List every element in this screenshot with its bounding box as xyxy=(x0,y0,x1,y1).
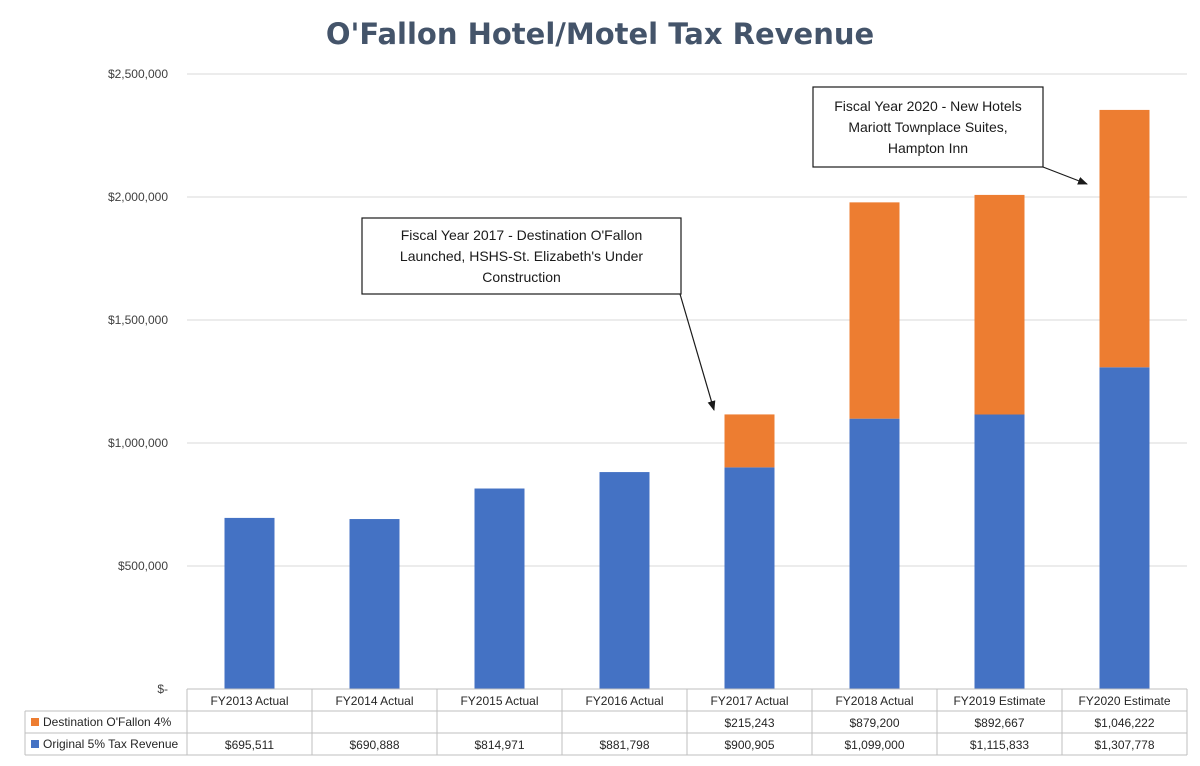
data-value: $900,905 xyxy=(724,738,774,752)
category-label: FY2015 Actual xyxy=(460,694,538,708)
data-value: $690,888 xyxy=(349,738,399,752)
bar-original-tax xyxy=(849,418,900,689)
legend-swatch xyxy=(31,740,39,748)
category-label: FY2020 Estimate xyxy=(1078,694,1170,708)
bar-original-tax xyxy=(599,472,650,689)
data-value: $814,971 xyxy=(474,738,524,752)
data-value: $1,099,000 xyxy=(844,738,904,752)
data-table: FY2013 Actual FY2014 Actual FY2015 Actual F… xyxy=(24,688,1188,756)
bar-original-tax xyxy=(349,519,400,689)
annotation-arrow xyxy=(1042,166,1088,185)
bars xyxy=(224,109,1150,689)
bar-original-tax xyxy=(224,517,275,689)
annotation-text: Fiscal Year 2017 - Destination O'Fallon xyxy=(401,227,643,243)
y-tick-label: $2,500,000 xyxy=(108,67,168,81)
y-axis: $- $500,000 $1,000,000 $1,500,000 $2,000,000… xyxy=(108,67,168,696)
annotation-text: Construction xyxy=(482,269,561,285)
bar-destination-ofallon xyxy=(724,414,775,468)
annotation-text: Launched, HSHS-St. Elizabeth's Under xyxy=(400,248,643,264)
y-tick-label: $1,000,000 xyxy=(108,436,168,450)
annotation-text: Mariott Townplace Suites, xyxy=(848,119,1007,135)
annotation-text: Hampton Inn xyxy=(888,140,968,156)
annotation-box xyxy=(361,217,682,295)
y-tick-label: $1,500,000 xyxy=(108,313,168,327)
category-label: FY2018 Actual xyxy=(835,694,913,708)
bar-original-tax xyxy=(974,414,1025,689)
y-tick-label: $2,000,000 xyxy=(108,190,168,204)
data-value: $1,307,778 xyxy=(1094,738,1154,752)
data-value: $695,511 xyxy=(225,738,274,752)
series-name: Destination O'Fallon 4% xyxy=(43,715,172,729)
chart-title: O'Fallon Hotel/Motel Tax Revenue xyxy=(326,17,874,51)
category-label: FY2016 Actual xyxy=(585,694,663,708)
series-name: Original 5% Tax Revenue xyxy=(43,737,179,751)
legend-swatch xyxy=(31,718,39,726)
bar-destination-ofallon xyxy=(849,202,900,419)
annotation-arrow xyxy=(679,293,716,411)
bar-original-tax xyxy=(724,467,775,689)
category-label: FY2014 Actual xyxy=(335,694,413,708)
y-tick-label: $500,000 xyxy=(118,559,168,573)
data-value: $881,798 xyxy=(599,738,649,752)
data-value: $215,243 xyxy=(724,716,774,730)
category-label: FY2017 Actual xyxy=(710,694,788,708)
y-tick-label: $- xyxy=(157,682,168,696)
data-value: $879,200 xyxy=(849,716,899,730)
annotations: Fiscal Year 2017 - Destination O'Fallon L… xyxy=(361,86,1088,411)
category-label: FY2013 Actual xyxy=(210,694,288,708)
annotation-box xyxy=(812,86,1044,168)
bar-destination-ofallon xyxy=(1099,109,1150,368)
data-value: $1,046,222 xyxy=(1094,716,1154,730)
annotation-text: Fiscal Year 2020 - New Hotels xyxy=(834,98,1022,114)
bar-original-tax xyxy=(1099,367,1150,689)
bar-destination-ofallon xyxy=(974,194,1025,415)
category-label: FY2019 Estimate xyxy=(953,694,1045,708)
data-value: $1,115,833 xyxy=(970,738,1029,752)
bar-original-tax xyxy=(474,488,525,689)
data-value: $892,667 xyxy=(974,716,1024,730)
